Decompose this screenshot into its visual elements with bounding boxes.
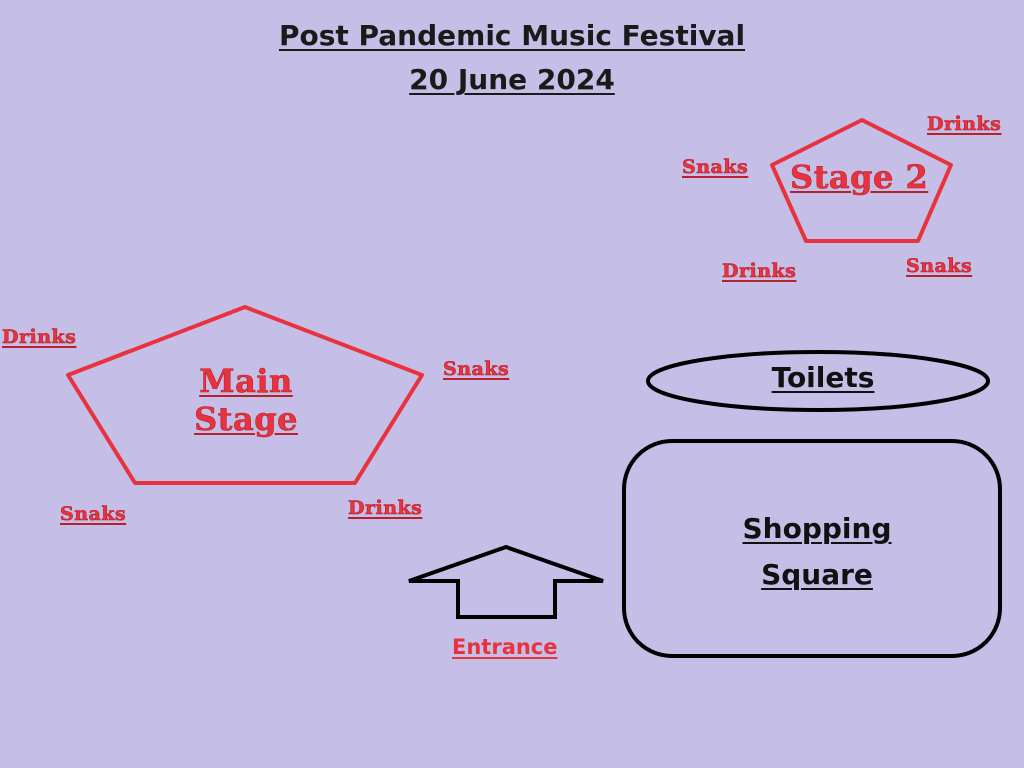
shopping-square-label-line1: Shopping bbox=[742, 512, 892, 545]
main-stage-label-line1: Main bbox=[199, 362, 293, 401]
shopping-square-box[interactable] bbox=[622, 439, 1002, 658]
toilets-ellipse[interactable] bbox=[646, 350, 990, 412]
main-stage-drinks-bottom: Drinks bbox=[348, 497, 423, 520]
main-stage-drinks-left: Drinks bbox=[2, 326, 77, 349]
shopping-square-label-line2: Square bbox=[761, 558, 873, 591]
entrance-label: Entrance bbox=[452, 635, 558, 659]
main-stage-label-line2: Stage bbox=[194, 400, 298, 439]
stage2-drinks-top-right: Drinks bbox=[927, 113, 1002, 136]
main-stage-label: Main Stage bbox=[190, 362, 302, 439]
stage2-label: Stage 2 bbox=[790, 158, 929, 197]
page-date: 20 June 2024 bbox=[409, 63, 615, 96]
toilets-label: Toilets bbox=[771, 361, 875, 394]
stage2-pentagon[interactable] bbox=[770, 118, 953, 243]
main-stage-snacks-bottom: Snaks bbox=[60, 503, 127, 526]
stage2-snacks-left: Snaks bbox=[682, 156, 749, 179]
stage2-drinks-bottom-left: Drinks bbox=[722, 260, 797, 283]
shopping-square-label: Shopping Square bbox=[712, 506, 922, 598]
entrance-arrow-icon[interactable] bbox=[408, 544, 604, 619]
main-stage-snacks-right: Snaks bbox=[443, 358, 510, 381]
page-title: Post Pandemic Music Festival bbox=[278, 19, 746, 52]
main-stage-pentagon[interactable] bbox=[66, 305, 424, 485]
stage2-snacks-bottom-right: Snaks bbox=[906, 255, 973, 278]
